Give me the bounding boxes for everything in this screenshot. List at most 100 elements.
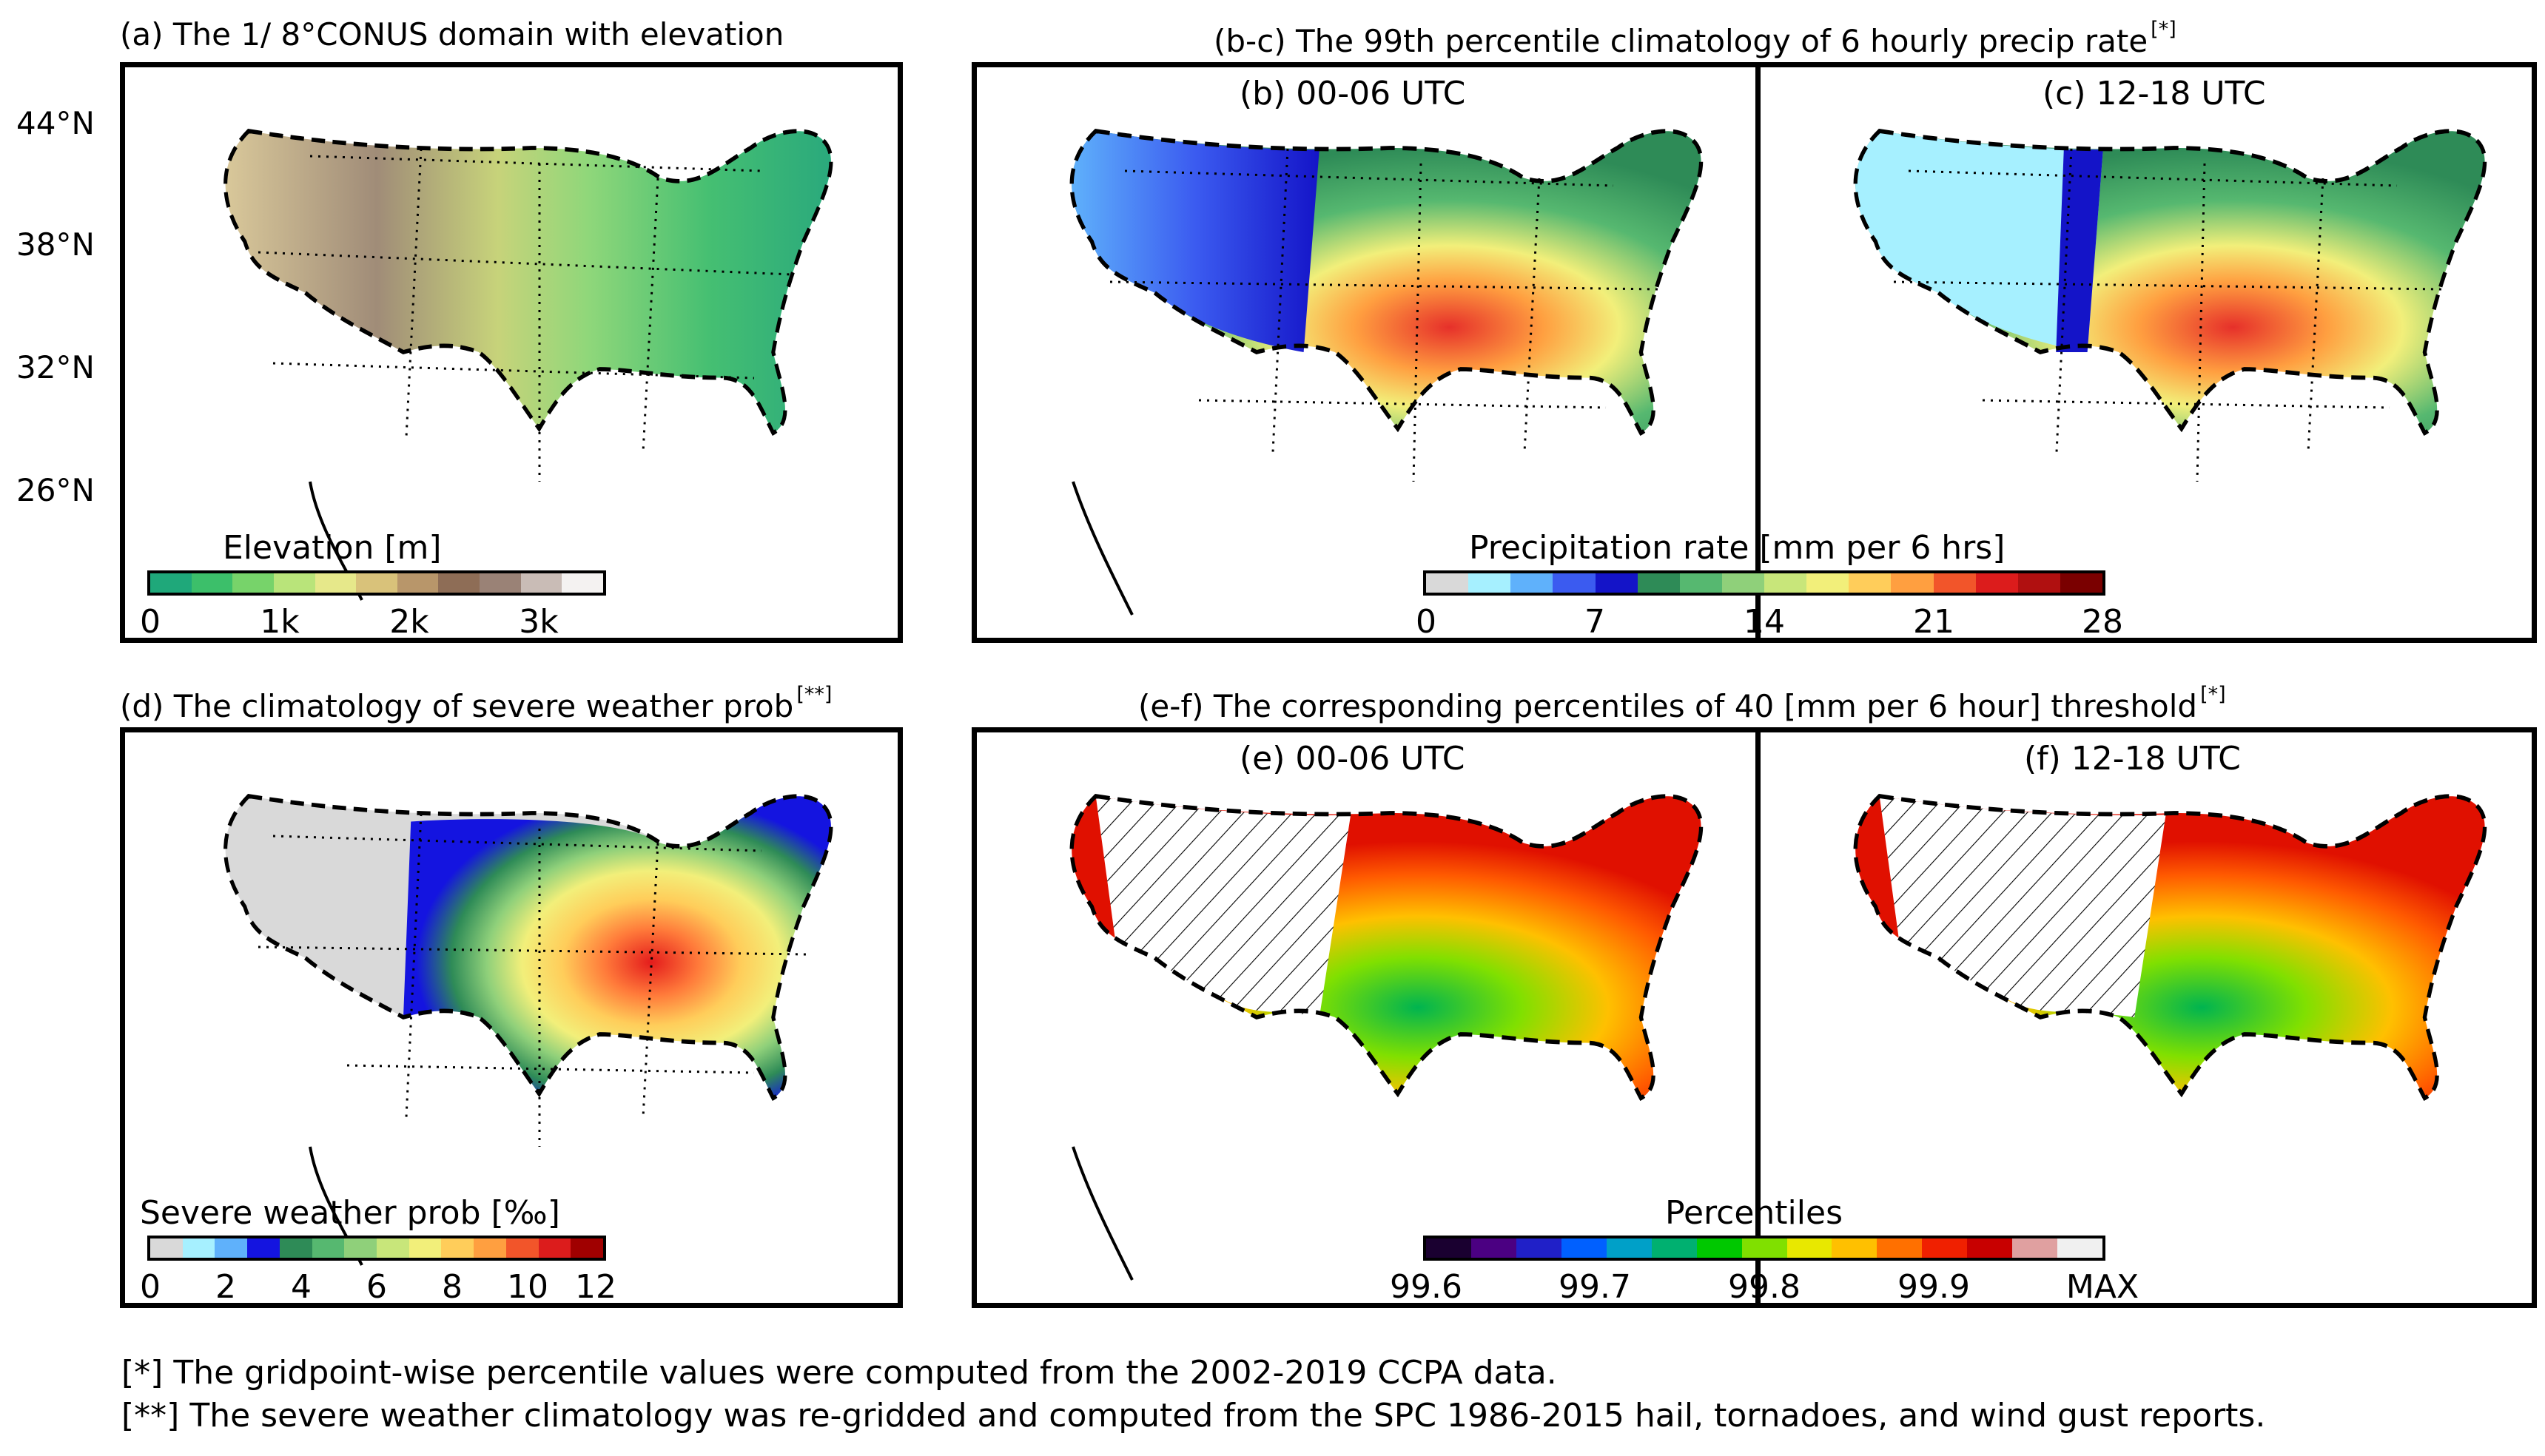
- percentile-tick: 99.6: [1390, 1268, 1462, 1306]
- lat-label-38: 38°N: [16, 226, 95, 263]
- elevation-colorbar-segment: [232, 573, 274, 593]
- precip-colorbar-segment: [1721, 573, 1764, 593]
- panel-ef-footnote-mark: [*]: [2200, 683, 2226, 706]
- percentile-colorbar-segment: [1561, 1238, 1607, 1258]
- footnote-2: [**] The severe weather climatology was …: [121, 1397, 2266, 1435]
- footnote-1: [*] The gridpoint-wise percentile values…: [121, 1354, 1557, 1392]
- precip-colorbar-segment: [1933, 573, 1976, 593]
- percentile-colorbar-segment: [1877, 1238, 1923, 1258]
- elevation-tick: 1k: [260, 603, 300, 641]
- subtitle-f: (f) 12-18 UTC: [2024, 740, 2241, 778]
- percentile-colorbar: [1423, 1236, 2105, 1261]
- severe-colorbar-segment: [571, 1238, 604, 1258]
- percentile-colorbar-segment: [1426, 1238, 1471, 1258]
- panel-a-title: (a) The 1/ 8°CONUS domain with elevation: [120, 16, 784, 53]
- percentile-colorbar-segment: [1967, 1238, 2013, 1258]
- precip-colorbar-segment: [1468, 573, 1511, 593]
- precip-tick: 14: [1744, 603, 1785, 641]
- subtitle-b: (b) 00-06 UTC: [1240, 75, 1466, 112]
- precip-colorbar-segment: [1975, 573, 2018, 593]
- severe-colorbar: [147, 1236, 606, 1261]
- percentile-colorbar-segment: [1651, 1238, 1697, 1258]
- precip-tick: 21: [1913, 603, 1954, 641]
- percentile-tick: MAX: [2065, 1268, 2139, 1306]
- panel-divider: [1755, 732, 1761, 1303]
- elevation-colorbar-segment: [397, 573, 439, 593]
- severe-colorbar-segment: [344, 1238, 377, 1258]
- percentile-map-00-06: [977, 732, 1755, 1281]
- panel-ef-percentile-maps: (e) 00-06 UTC (f) 12-18 UTC Percentiles …: [972, 727, 2537, 1308]
- percentile-colorbar-segment: [1470, 1238, 1516, 1258]
- panel-d-title-text: (d) The climatology of severe weather pr…: [120, 688, 794, 724]
- elevation-colorbar-segment: [273, 573, 315, 593]
- percentile-colorbar-segment: [1922, 1238, 1968, 1258]
- panel-ef-title-text: (e-f) The corresponding percentiles of 4…: [1138, 688, 2198, 724]
- subtitle-c: (c) 12-18 UTC: [2043, 75, 2266, 112]
- severe-colorbar-segment: [505, 1238, 539, 1258]
- precip-colorbar-segment: [1553, 573, 1596, 593]
- severe-tick: 0: [140, 1268, 161, 1306]
- panel-d-severe-map: Severe weather prob [‰] 0 2 4 6 8 10 12: [120, 727, 903, 1308]
- precip-colorbar-segment: [1637, 573, 1680, 593]
- panel-ef-title: (e-f) The corresponding percentiles of 4…: [1138, 684, 2226, 722]
- elevation-colorbar: [147, 570, 606, 596]
- precip-tick: 28: [2082, 603, 2123, 641]
- panel-bc-title-text: (b-c) The 99th percentile climatology of…: [1214, 23, 2148, 59]
- precip-map-12-18: [1761, 67, 2537, 482]
- precip-colorbar-segment: [2017, 573, 2060, 593]
- elevation-colorbar-segment: [562, 573, 604, 593]
- severe-colorbar-segment: [312, 1238, 345, 1258]
- elevation-colorbar-segment: [520, 573, 562, 593]
- precip-colorbar-segment: [1595, 573, 1638, 593]
- severe-colorbar-segment: [215, 1238, 248, 1258]
- percentile-tick: 99.7: [1559, 1268, 1631, 1306]
- lat-label-44: 44°N: [16, 105, 95, 141]
- elevation-tick: 0: [140, 603, 161, 641]
- precip-colorbar-segment: [1679, 573, 1722, 593]
- subtitle-e: (e) 00-06 UTC: [1240, 740, 1465, 778]
- elevation-colorbar-segment: [315, 573, 357, 593]
- percentile-map-12-18: [1761, 732, 2537, 1303]
- precip-map-00-06: [977, 67, 1755, 616]
- panel-bc-footnote-mark: [*]: [2151, 18, 2176, 41]
- severe-colorbar-title: Severe weather prob [‰]: [140, 1194, 560, 1232]
- severe-colorbar-segment: [377, 1238, 409, 1258]
- severe-colorbar-segment: [538, 1238, 571, 1258]
- severe-colorbar-segment: [247, 1238, 280, 1258]
- precip-tick: 7: [1584, 603, 1605, 641]
- percentile-tick: 99.9: [1897, 1268, 1970, 1306]
- percentile-colorbar-segment: [1606, 1238, 1652, 1258]
- severe-colorbar-segment: [279, 1238, 312, 1258]
- severe-colorbar-segment: [150, 1238, 183, 1258]
- percentile-colorbar-title: Percentiles: [1665, 1194, 1843, 1232]
- severe-tick: 2: [215, 1268, 236, 1306]
- lat-label-26: 26°N: [16, 472, 95, 508]
- panel-a-elevation-map: Elevation [m] 0 1k 2k 3k: [120, 62, 903, 643]
- elevation-tick: 3k: [519, 603, 559, 641]
- precip-colorbar-segment: [1806, 573, 1849, 593]
- precip-tick: 0: [1416, 603, 1436, 641]
- percentile-colorbar-segment: [2057, 1238, 2103, 1258]
- severe-tick: 6: [366, 1268, 387, 1306]
- elevation-colorbar-segment: [480, 573, 521, 593]
- precip-colorbar-segment: [1510, 573, 1553, 593]
- severe-weather-map: [125, 732, 898, 1266]
- lat-label-32: 32°N: [16, 349, 95, 385]
- panel-divider: [1755, 67, 1761, 638]
- severe-colorbar-segment: [182, 1238, 215, 1258]
- severe-colorbar-segment: [474, 1238, 506, 1258]
- percentile-tick: 99.8: [1728, 1268, 1801, 1306]
- panel-d-footnote-mark: [**]: [796, 683, 833, 706]
- percentile-colorbar-segment: [1696, 1238, 1742, 1258]
- precip-colorbar-segment: [1891, 573, 1934, 593]
- precip-colorbar-segment: [1426, 573, 1469, 593]
- precip-colorbar-segment: [2060, 573, 2102, 593]
- percentile-colorbar-segment: [1516, 1238, 1561, 1258]
- severe-tick: 4: [291, 1268, 312, 1306]
- precip-colorbar-title: Precipitation rate [mm per 6 hrs]: [1469, 529, 2006, 567]
- severe-colorbar-segment: [441, 1238, 474, 1258]
- severe-tick: 10: [507, 1268, 548, 1306]
- percentile-colorbar-segment: [1786, 1238, 1832, 1258]
- elevation-colorbar-segment: [191, 573, 233, 593]
- severe-tick: 8: [442, 1268, 463, 1306]
